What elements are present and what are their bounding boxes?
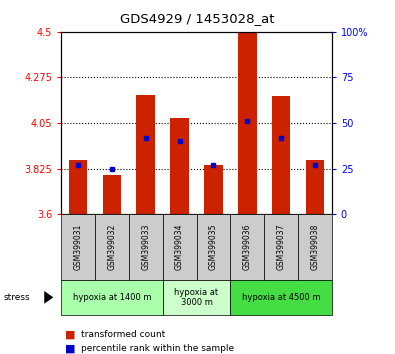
Text: stress: stress [4,293,30,302]
Bar [197,214,230,280]
Bar [163,280,230,315]
Text: GDS4929 / 1453028_at: GDS4929 / 1453028_at [120,12,275,25]
Text: hypoxia at 1400 m: hypoxia at 1400 m [73,293,151,302]
Bar [264,214,298,280]
Text: percentile rank within the sample: percentile rank within the sample [81,344,234,353]
Text: hypoxia at
3000 m: hypoxia at 3000 m [175,288,218,307]
Bar [306,160,324,214]
Text: GSM399032: GSM399032 [107,224,117,270]
Bar [137,95,155,214]
Bar [230,280,332,315]
Bar [69,160,87,214]
Text: GSM399036: GSM399036 [243,224,252,270]
Bar [129,214,163,280]
Text: GSM399037: GSM399037 [276,224,286,270]
Text: ■: ■ [65,344,76,354]
Text: GSM399038: GSM399038 [310,224,320,270]
Text: ■: ■ [65,330,76,339]
Bar [204,165,223,214]
Bar [298,214,332,280]
Bar [163,214,197,280]
Bar [95,214,129,280]
Bar [238,32,256,214]
Bar [103,175,121,214]
Bar [61,280,163,315]
Text: GSM399035: GSM399035 [209,224,218,270]
Text: transformed count: transformed count [81,330,165,339]
Text: GSM399034: GSM399034 [175,224,184,270]
Bar [61,214,95,280]
Bar [230,214,264,280]
Text: GSM399031: GSM399031 [73,224,83,270]
Bar [272,96,290,214]
Bar [170,118,189,214]
Polygon shape [44,291,53,304]
Text: GSM399033: GSM399033 [141,224,150,270]
Text: hypoxia at 4500 m: hypoxia at 4500 m [242,293,320,302]
